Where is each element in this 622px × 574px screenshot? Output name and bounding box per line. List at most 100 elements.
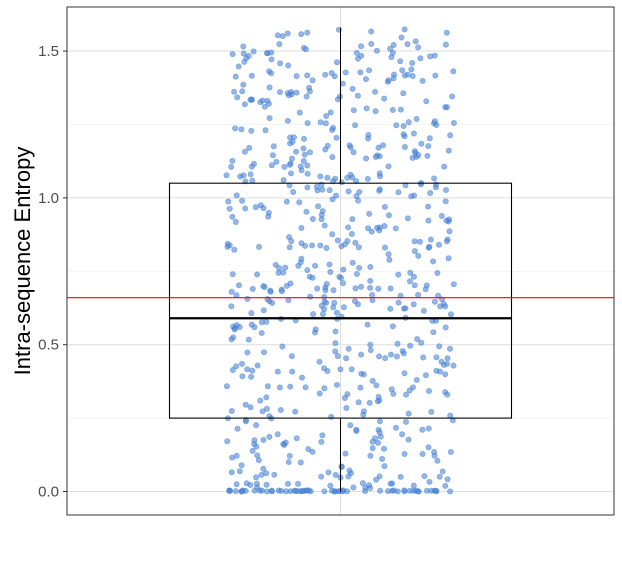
data-point (227, 206, 232, 211)
data-point (322, 223, 327, 228)
data-point (309, 243, 314, 248)
data-point (351, 150, 356, 155)
data-point (305, 30, 310, 35)
data-point (440, 469, 445, 474)
data-point (426, 426, 431, 431)
y-tick-label: 1.5 (38, 43, 59, 60)
data-point (289, 238, 294, 243)
data-point (377, 171, 382, 176)
data-point (402, 371, 407, 376)
data-point (341, 305, 346, 310)
data-point (243, 206, 248, 211)
data-point (274, 159, 279, 164)
data-point (410, 60, 415, 65)
data-point (363, 156, 368, 161)
data-point (377, 228, 382, 233)
data-point (421, 355, 426, 360)
data-point (239, 127, 244, 132)
data-point (351, 108, 356, 113)
data-point (370, 445, 375, 450)
data-point (236, 64, 241, 69)
data-point (250, 368, 255, 373)
data-point (288, 171, 293, 176)
data-point (330, 232, 335, 237)
data-point (426, 388, 431, 393)
data-point (301, 158, 306, 163)
data-point (334, 310, 339, 315)
data-point (376, 286, 381, 291)
data-point (319, 439, 324, 444)
data-point (235, 95, 240, 100)
data-point (307, 294, 312, 299)
data-point (305, 163, 310, 168)
data-point (405, 216, 410, 221)
data-point (443, 304, 448, 309)
data-point (299, 225, 304, 230)
data-point (294, 73, 299, 78)
data-point (443, 372, 448, 377)
data-point (288, 161, 293, 166)
data-point (448, 449, 453, 454)
data-point (267, 85, 272, 90)
data-point (227, 488, 232, 493)
data-point (224, 173, 229, 178)
data-point (320, 433, 325, 438)
data-point (350, 86, 355, 91)
data-point (434, 122, 439, 127)
data-point (367, 400, 372, 405)
data-point (242, 102, 247, 107)
data-point (382, 96, 387, 101)
data-point (283, 265, 288, 270)
data-point (323, 285, 328, 290)
data-point (252, 438, 257, 443)
data-point (365, 136, 370, 141)
data-point (260, 98, 265, 103)
data-point (369, 41, 374, 46)
data-point (249, 73, 254, 78)
data-point (264, 482, 269, 487)
data-point (411, 274, 416, 279)
data-point (365, 176, 370, 181)
data-point (365, 322, 370, 327)
data-point (250, 286, 255, 291)
data-point (451, 120, 456, 125)
data-point (448, 133, 453, 138)
data-point (320, 311, 325, 316)
data-point (345, 391, 350, 396)
data-point (433, 182, 438, 187)
data-point (412, 239, 417, 244)
data-point (233, 488, 238, 493)
data-point (300, 488, 305, 493)
data-point (302, 243, 307, 248)
data-point (231, 89, 236, 94)
data-point (368, 264, 373, 269)
data-point (253, 422, 258, 427)
data-point (332, 489, 337, 494)
data-point (305, 120, 310, 125)
data-point (412, 248, 417, 253)
data-point (406, 437, 411, 442)
data-point (284, 199, 289, 204)
data-point (291, 189, 296, 194)
data-point (331, 305, 336, 310)
data-point (287, 453, 292, 458)
data-point (374, 48, 379, 53)
data-point (310, 311, 315, 316)
data-point (288, 384, 293, 389)
data-point (328, 269, 333, 274)
data-point (298, 460, 303, 465)
data-point (399, 432, 404, 437)
data-point (432, 53, 437, 58)
data-point (244, 481, 249, 486)
data-point (310, 449, 315, 454)
data-point (348, 423, 353, 428)
data-point (236, 283, 241, 288)
data-point (261, 437, 266, 442)
data-point (353, 240, 358, 245)
data-point (411, 483, 416, 488)
data-point (343, 451, 348, 456)
data-point (333, 340, 338, 345)
data-point (256, 244, 261, 249)
data-point (329, 414, 334, 419)
